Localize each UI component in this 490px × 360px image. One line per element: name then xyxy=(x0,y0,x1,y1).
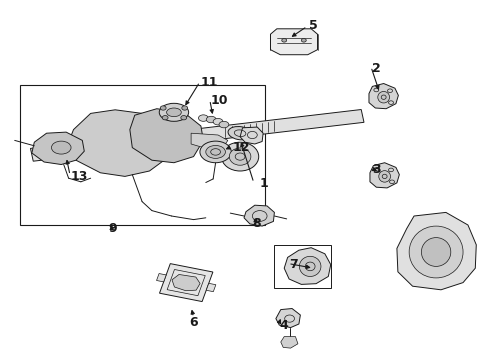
Text: 6: 6 xyxy=(189,316,198,329)
Text: 5: 5 xyxy=(309,19,318,32)
Ellipse shape xyxy=(162,116,168,120)
Text: 4: 4 xyxy=(279,319,288,332)
Text: 8: 8 xyxy=(252,217,261,230)
Ellipse shape xyxy=(206,116,216,123)
Text: 10: 10 xyxy=(211,94,228,107)
Polygon shape xyxy=(191,133,228,148)
Text: 1: 1 xyxy=(260,177,269,190)
Polygon shape xyxy=(69,110,174,176)
Polygon shape xyxy=(284,248,331,284)
Ellipse shape xyxy=(228,126,252,140)
Polygon shape xyxy=(281,337,298,348)
Ellipse shape xyxy=(213,118,223,125)
Ellipse shape xyxy=(198,115,208,121)
Ellipse shape xyxy=(160,106,166,110)
Text: 13: 13 xyxy=(71,170,88,183)
Polygon shape xyxy=(397,212,476,290)
Polygon shape xyxy=(32,132,84,165)
Ellipse shape xyxy=(167,108,181,117)
Ellipse shape xyxy=(182,106,188,110)
Polygon shape xyxy=(244,205,274,226)
Text: 12: 12 xyxy=(233,141,250,154)
Polygon shape xyxy=(30,109,364,161)
Polygon shape xyxy=(369,84,398,109)
Ellipse shape xyxy=(379,171,391,182)
Ellipse shape xyxy=(299,256,321,276)
Ellipse shape xyxy=(200,141,231,163)
Polygon shape xyxy=(172,274,200,291)
Ellipse shape xyxy=(51,141,71,154)
Ellipse shape xyxy=(421,238,451,266)
Ellipse shape xyxy=(181,116,187,120)
Polygon shape xyxy=(130,109,203,163)
Text: 9: 9 xyxy=(108,222,117,235)
Ellipse shape xyxy=(221,142,259,171)
Ellipse shape xyxy=(282,39,287,42)
Bar xyxy=(274,245,331,288)
Ellipse shape xyxy=(301,39,306,42)
Polygon shape xyxy=(206,283,216,292)
Polygon shape xyxy=(276,309,300,328)
Text: 3: 3 xyxy=(372,163,381,176)
Ellipse shape xyxy=(378,91,390,103)
Bar xyxy=(20,85,265,225)
Text: 7: 7 xyxy=(289,258,298,271)
Ellipse shape xyxy=(219,121,229,128)
Polygon shape xyxy=(240,127,263,144)
Text: 2: 2 xyxy=(372,62,381,75)
Polygon shape xyxy=(160,264,213,302)
Ellipse shape xyxy=(409,226,463,278)
Ellipse shape xyxy=(229,148,251,165)
Polygon shape xyxy=(370,163,399,188)
Polygon shape xyxy=(270,29,318,55)
Ellipse shape xyxy=(159,103,189,121)
Ellipse shape xyxy=(206,145,225,158)
Polygon shape xyxy=(156,274,166,282)
Text: 11: 11 xyxy=(201,76,219,89)
